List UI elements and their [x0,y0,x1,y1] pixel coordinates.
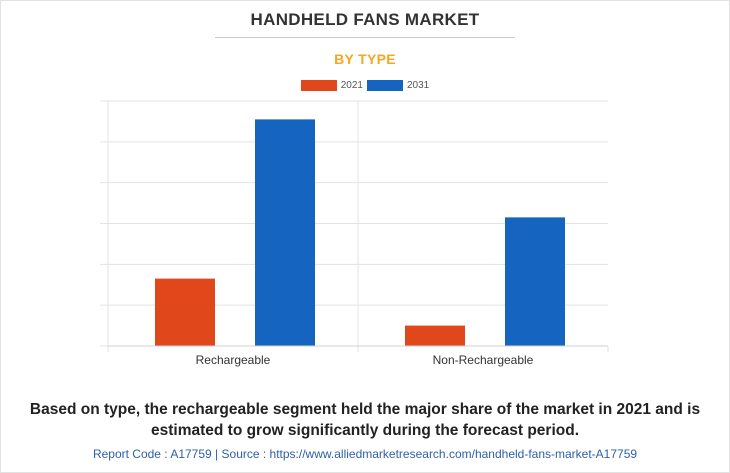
legend-item-2021[interactable]: 2021 [300,80,363,91]
bar-2031-non-rechargeable [505,217,565,346]
source-link[interactable]: Source : https://www.alliedmarketresearc… [221,447,638,461]
legend-swatch-2031 [367,80,403,91]
footer-separator: | [215,447,219,461]
chart-description: Based on type, the rechargeable segment … [29,401,701,439]
legend: 2021 2031 [0,80,730,91]
chart-subtitle: BY TYPE [334,51,396,67]
legend-label-2021: 2021 [340,80,363,91]
x-tick-label-rechargeable: Rechargeable [196,353,271,367]
x-tick-label-non-rechargeable: Non-Rechargeable [433,353,534,367]
legend-swatch-2021 [300,80,337,91]
bar-2021-rechargeable [155,278,215,346]
legend-item-2031[interactable]: 2031 [367,80,429,91]
chart-title: HANDHELD FANS MARKET [250,10,480,29]
title-divider [215,37,515,38]
footer: Report Code : A17759 | Source : https://… [0,447,730,461]
bar-2021-non-rechargeable [405,325,465,346]
report-code: Report Code : A17759 [92,447,212,461]
bar-chart: Rechargeable Non-Rechargeable [100,100,609,367]
bar-2031-rechargeable [255,119,315,346]
legend-label-2031: 2031 [407,80,430,91]
